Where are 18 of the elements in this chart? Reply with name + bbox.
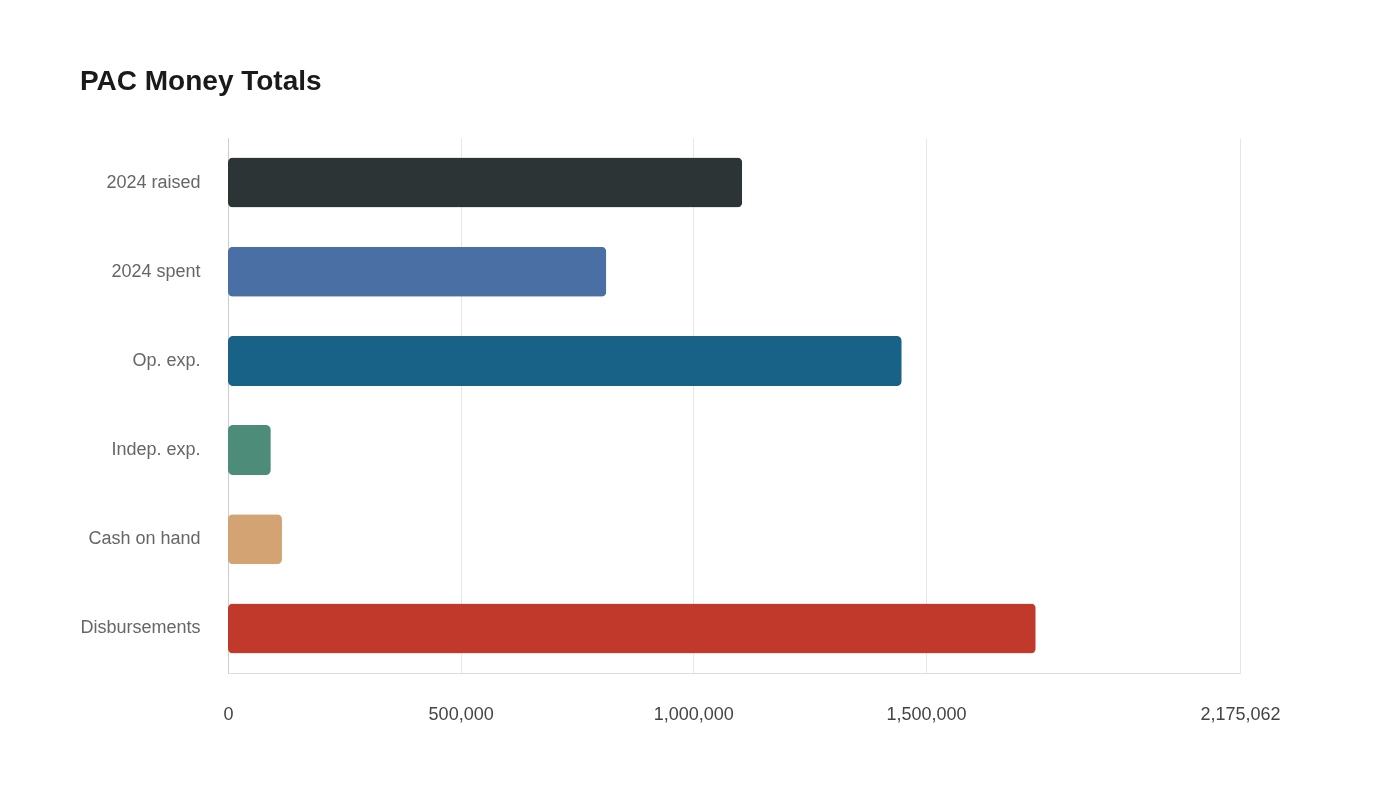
y-tick-label: 2024 raised	[106, 171, 201, 192]
bar	[228, 157, 743, 208]
x-tick-label: 500,000	[428, 703, 494, 724]
bar	[228, 335, 902, 386]
bar	[228, 514, 282, 565]
bar	[228, 603, 1036, 654]
y-tick-label: Cash on hand	[88, 528, 201, 549]
x-tick-label: 2,175,062	[1200, 703, 1281, 724]
bar	[228, 246, 607, 297]
bar	[228, 425, 271, 476]
x-tick-label: 1,000,000	[653, 703, 734, 724]
y-tick-label: Op. exp.	[132, 349, 201, 370]
chart-title: PAC Money Totals	[79, 65, 322, 96]
y-tick-label: Indep. exp.	[111, 439, 201, 460]
x-tick-label: 1,500,000	[886, 703, 967, 724]
y-tick-label: 2024 spent	[111, 260, 201, 281]
x-tick-label: 0	[223, 703, 234, 724]
y-tick-label: Disbursements	[80, 617, 201, 638]
